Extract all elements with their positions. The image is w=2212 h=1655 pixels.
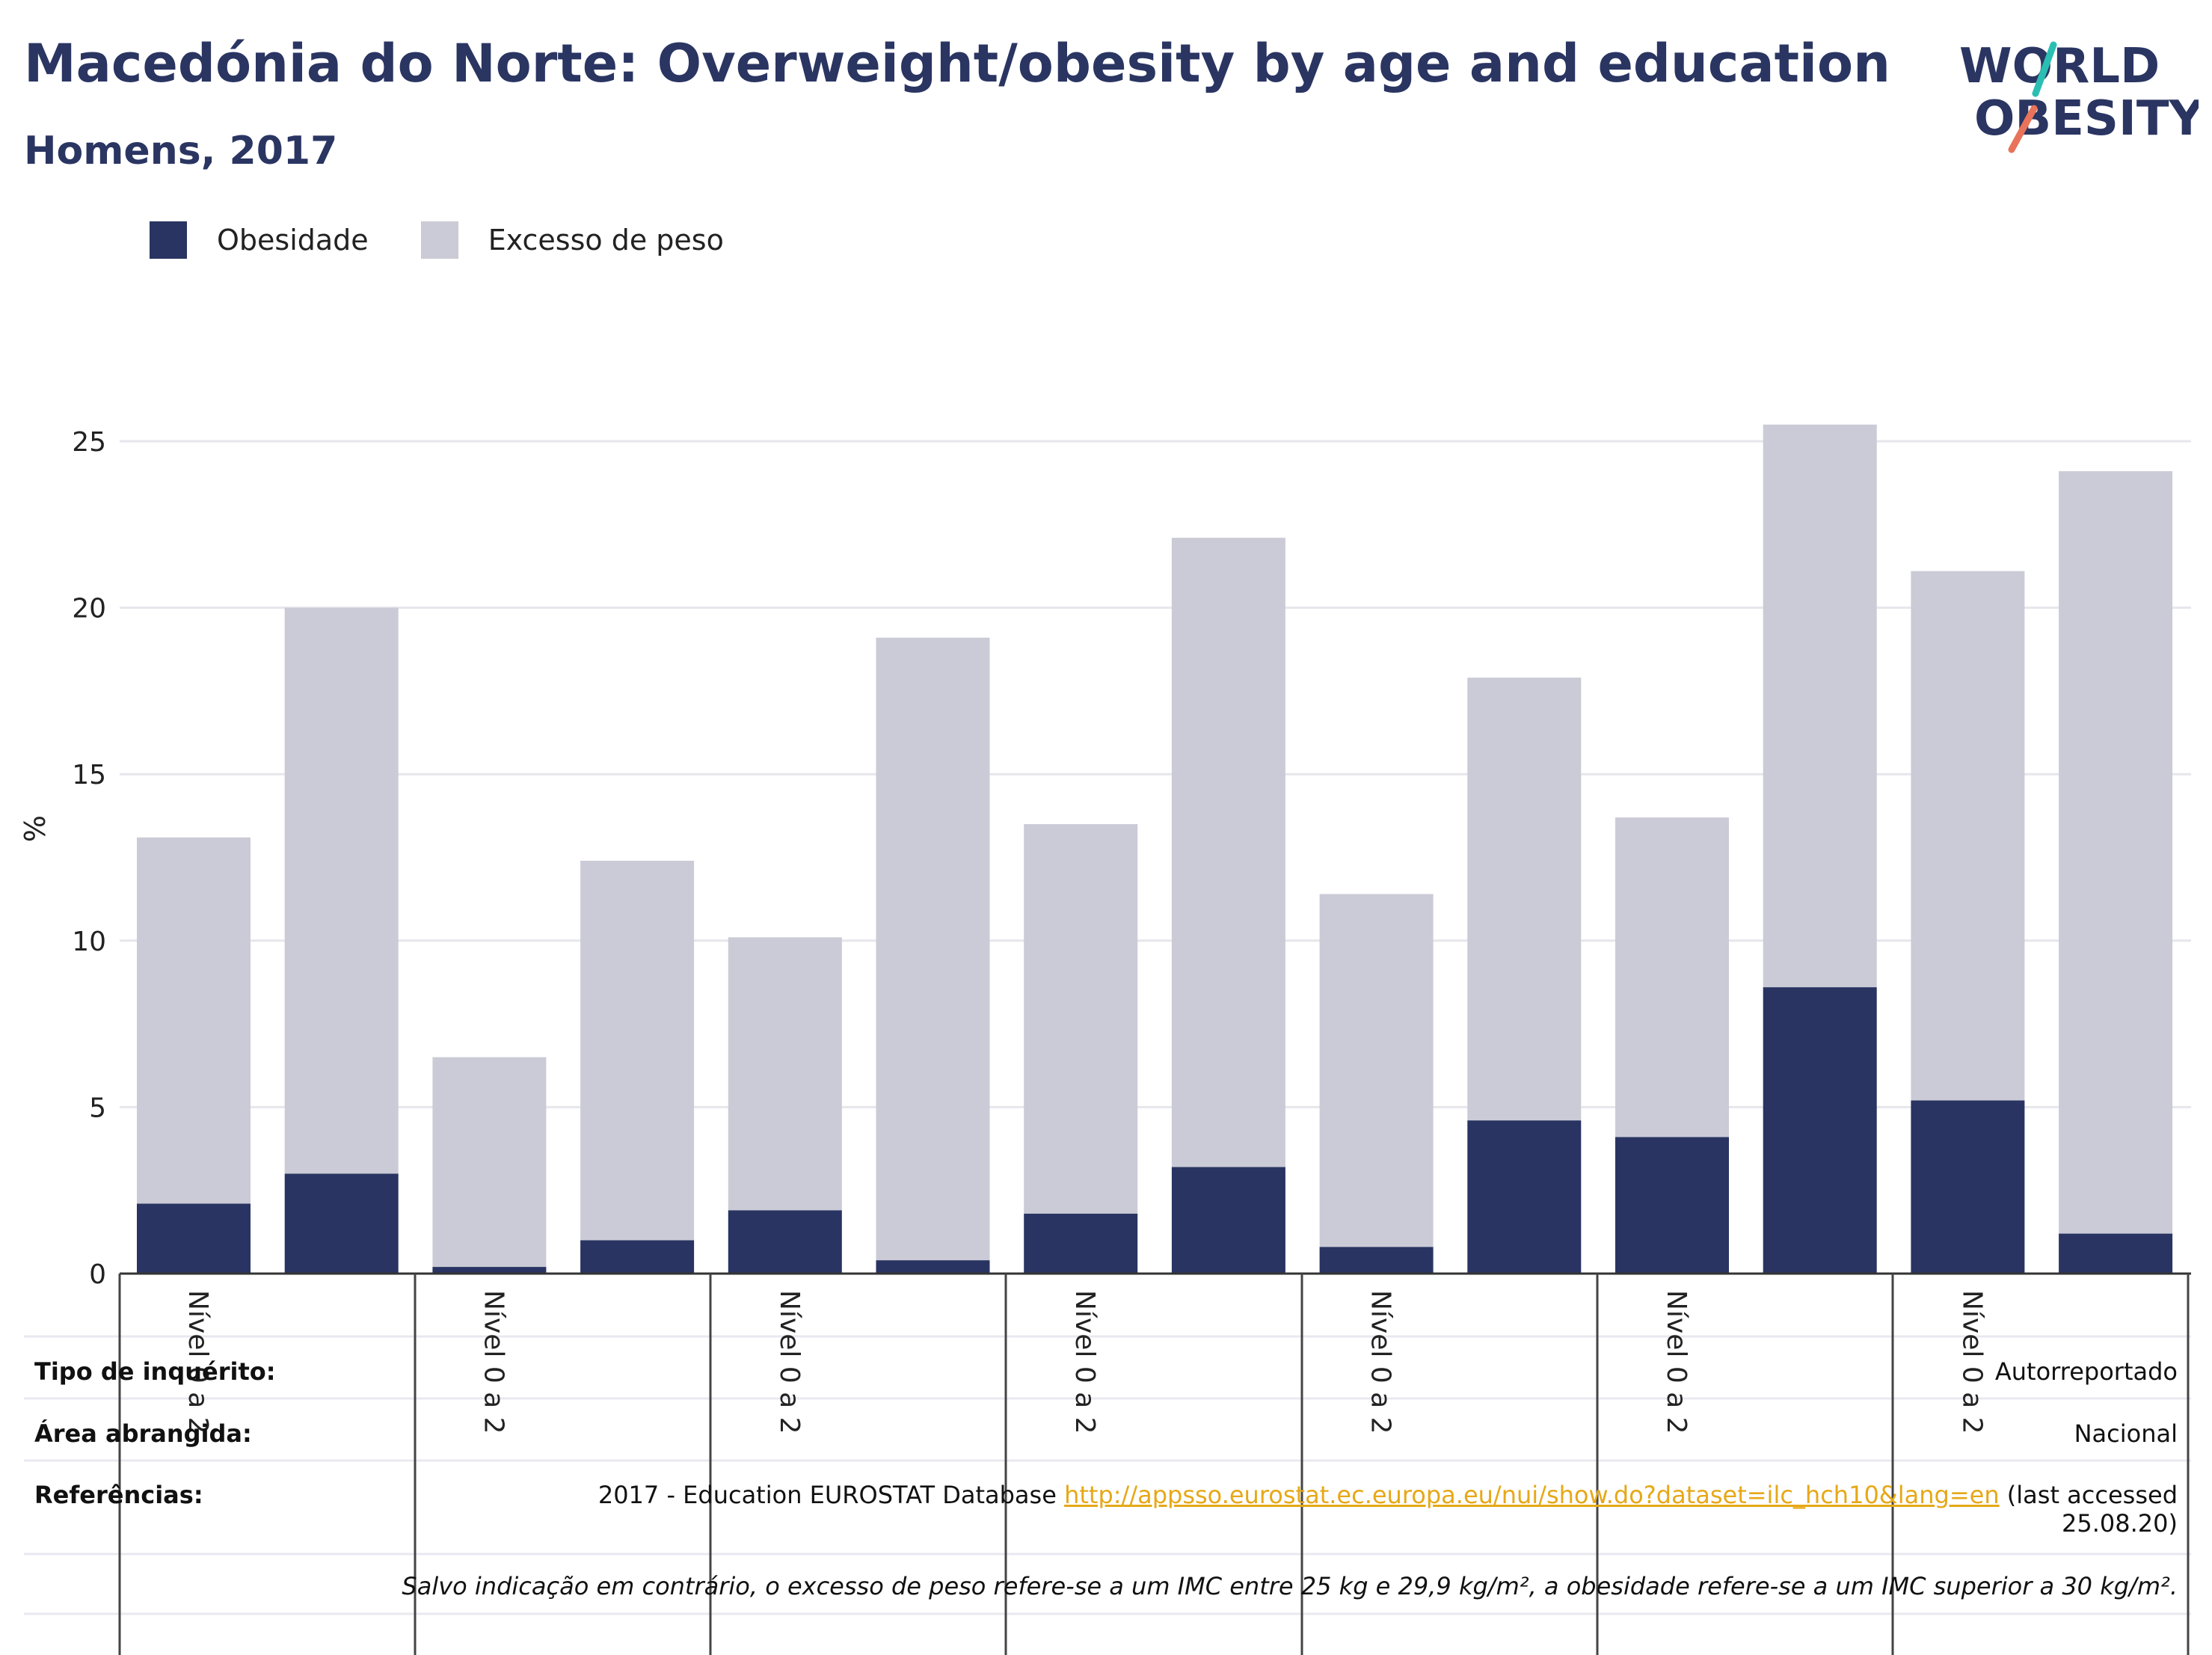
chart-subtitle: Homens, 2017 <box>24 129 338 174</box>
survey-type-value: Autorreportado <box>1994 1357 2178 1386</box>
definition-note: Salvo indicação em contrário, o excesso … <box>402 1572 2178 1600</box>
logo-line2: OBESITY <box>1974 91 2199 147</box>
legend-swatch-overweight <box>420 221 458 259</box>
bar-overweight <box>432 1057 547 1268</box>
references-prefix: 2017 - Education EUROSTAT Database <box>597 1481 1065 1509</box>
bar-obesity <box>432 1267 547 1274</box>
y-tick-label: 15 <box>72 760 106 790</box>
legend-item-obesity[interactable]: Obesidade <box>150 221 369 259</box>
x-group-label: Nível 0 a 2 <box>774 1290 805 1434</box>
y-tick-label: 25 <box>72 427 106 458</box>
chart-legend: Obesidade Excesso de peso <box>150 221 776 259</box>
y-axis-label: % <box>19 815 52 842</box>
references-link[interactable]: http://appsso.eurostat.ec.europa.eu/nui/… <box>1064 1481 2000 1509</box>
bar-overweight <box>1763 424 1877 988</box>
bar-obesity <box>1024 1213 1138 1274</box>
bar-obesity <box>284 1173 399 1274</box>
x-group-label: Nível 0 a 2 <box>182 1290 213 1434</box>
survey-type-label: Tipo de inquérito: <box>34 1357 276 1386</box>
bar-obesity <box>1319 1247 1434 1274</box>
bar-overweight <box>2059 471 2173 1234</box>
y-tick-label: 20 <box>72 594 106 624</box>
area-value: Nacional <box>2074 1419 2178 1448</box>
y-tick-label: 0 <box>89 1259 106 1290</box>
bar-obesity <box>876 1260 990 1274</box>
bar-obesity <box>2059 1233 2173 1274</box>
y-tick-label: 10 <box>72 927 106 957</box>
x-group-label: Nível 0 a 2 <box>1069 1290 1100 1434</box>
references-date: 25.08.20) <box>2062 1509 2178 1538</box>
bar-overweight <box>284 607 399 1174</box>
x-group-label: Nível 0 a 2 <box>1365 1290 1396 1434</box>
x-group-label: Nível 0 a 2 <box>478 1290 509 1434</box>
bar-overweight <box>1024 823 1138 1214</box>
x-group-label: Nível 0 a 2 <box>1956 1290 1987 1434</box>
bar-obesity <box>1171 1167 1285 1274</box>
bar-overweight <box>1467 678 1582 1121</box>
bar-overweight <box>1319 894 1434 1247</box>
bar-overweight <box>137 837 251 1204</box>
bar-obesity <box>1467 1120 1582 1274</box>
bar-overweight <box>1615 817 1729 1137</box>
world-obesity-logo: WORLD OBESITY <box>1959 39 2199 153</box>
bar-overweight <box>580 860 695 1241</box>
area-label: Área abrangida: <box>34 1419 252 1448</box>
references-label: Referências: <box>34 1481 203 1509</box>
references-suffix: (last accessed <box>1999 1481 2178 1509</box>
legend-label-overweight: Excesso de peso <box>488 224 724 257</box>
bar-obesity <box>137 1203 251 1274</box>
legend-swatch-obesity <box>150 221 187 259</box>
bar-overweight <box>1911 571 2025 1101</box>
y-tick-label: 5 <box>89 1093 106 1123</box>
bar-obesity <box>1615 1137 1729 1274</box>
references-value: 2017 - Education EUROSTAT Database http:… <box>598 1481 2178 1538</box>
legend-label-obesity: Obesidade <box>217 224 369 257</box>
bar-obesity <box>1763 987 1877 1274</box>
bar-obesity <box>728 1210 842 1274</box>
bar-overweight <box>876 637 990 1261</box>
x-group-label: Nível 0 a 2 <box>1661 1290 1692 1434</box>
bar-overweight <box>728 937 842 1211</box>
legend-item-overweight[interactable]: Excesso de peso <box>420 221 724 259</box>
bar-obesity <box>1911 1100 2025 1274</box>
logo-line1: WORLD <box>1959 39 2160 94</box>
chart-title: Macedónia do Norte: Overweight/obesity b… <box>24 33 1890 94</box>
bar-overweight <box>1171 538 1285 1167</box>
bar-obesity <box>580 1240 695 1274</box>
